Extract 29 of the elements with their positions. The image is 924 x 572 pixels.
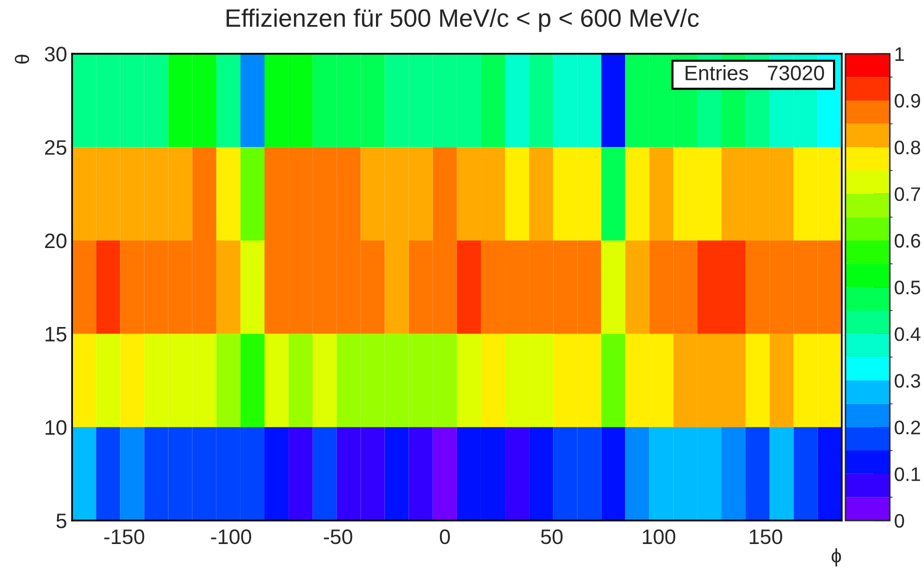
color-bar-label: 0.7: [894, 187, 920, 202]
y-tick-label: 10: [46, 420, 66, 435]
color-bar-label: 0.3: [894, 374, 920, 388]
y-tick-label: 25: [45, 140, 66, 155]
x-tick-label: 0: [440, 529, 450, 544]
annotation: 73020: [768, 66, 824, 80]
x-tick-label: 50: [541, 529, 563, 544]
x-tick-label: 100: [642, 529, 676, 544]
x-tick-label: -150: [104, 529, 144, 544]
color-bar-label: 0.2: [894, 420, 920, 434]
y-tick-label: 30: [44, 46, 66, 62]
y-axis-title: θ: [14, 54, 30, 64]
color-bar-label: 0.4: [894, 327, 920, 342]
x-axis-title: ϕ: [832, 548, 842, 566]
x-tick-label: 150: [750, 529, 782, 544]
color-bar-label: 0.6: [894, 234, 920, 248]
color-bar-label: 1: [895, 47, 904, 61]
y-tick-label: 20: [45, 233, 66, 248]
y-tick-label: 5: [56, 514, 66, 528]
color-bar-label: 0: [894, 514, 904, 528]
x-tick-label: -100: [211, 529, 252, 544]
color-bar-label: 0.9: [894, 94, 920, 108]
color-bar-label: 0.5: [894, 280, 920, 294]
color-bar-label: 0.1: [894, 467, 920, 482]
color-bar-label: 0.8: [894, 140, 920, 154]
x-tick-label: -50: [324, 529, 352, 544]
y-tick-label: 15: [46, 327, 66, 342]
chart-title: Effizienzen für 500 MeV/c < p < 600 MeV/c: [226, 8, 699, 32]
annotation: Entries: [686, 65, 748, 80]
